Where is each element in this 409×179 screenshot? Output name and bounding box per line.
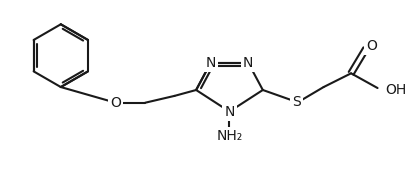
Text: S: S bbox=[292, 95, 301, 109]
Text: N: N bbox=[206, 55, 216, 69]
Text: N: N bbox=[224, 105, 235, 118]
Text: O: O bbox=[110, 96, 121, 110]
Text: N: N bbox=[243, 55, 253, 69]
Text: OH: OH bbox=[385, 83, 407, 97]
Text: NH₂: NH₂ bbox=[216, 129, 243, 143]
Text: O: O bbox=[366, 39, 377, 53]
